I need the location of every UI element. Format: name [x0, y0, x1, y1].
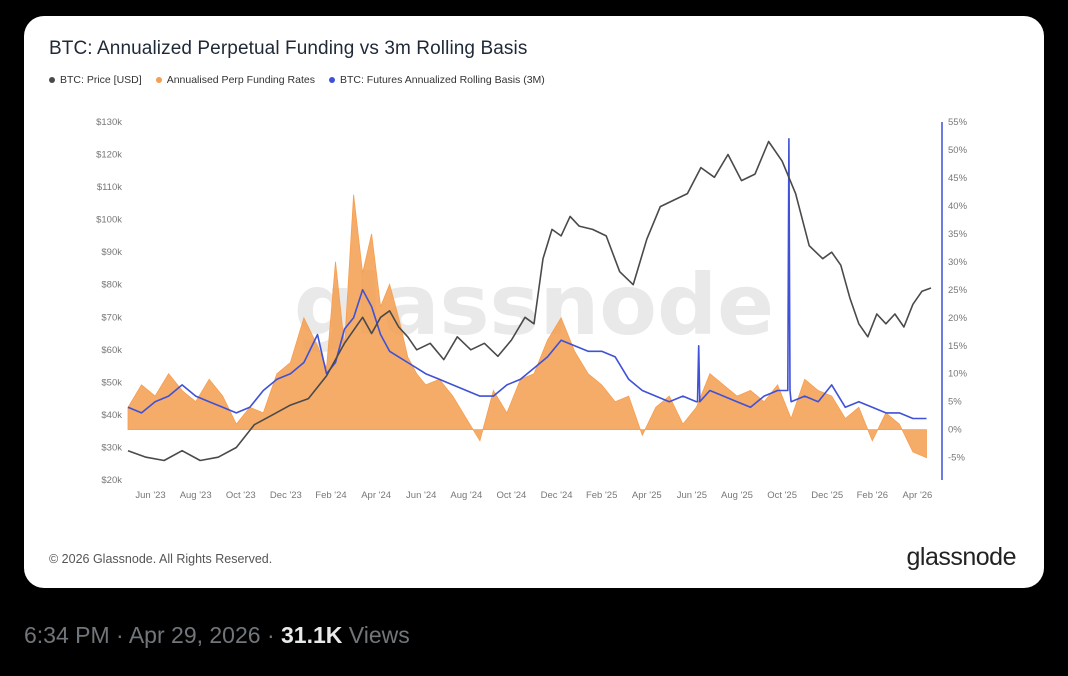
x-tick-label: Oct '24 — [497, 490, 527, 501]
x-tick-label: Jun '24 — [406, 490, 436, 501]
x-tick-label: Oct '23 — [226, 490, 256, 501]
y-right-tick-label: 20% — [948, 313, 968, 324]
y-left-tick-label: $120k — [96, 150, 122, 161]
copyright-notice: © 2026 Glassnode. All Rights Reserved. — [49, 552, 273, 566]
y-left-tick-label: $50k — [101, 377, 122, 388]
y-left-tick-label: $30k — [101, 442, 122, 453]
y-right-tick-label: 55% — [948, 117, 968, 128]
price-line — [127, 140, 932, 462]
legend-dot-basis — [328, 77, 335, 83]
y-right-tick-label: 40% — [948, 201, 968, 212]
brand-logo: glassnode — [906, 543, 1017, 571]
y-left-tick-label: $20k — [101, 475, 122, 486]
x-tick-label: Apr '26 — [903, 490, 933, 501]
chart-card: BTC: Annualized Perpetual Funding vs 3m … — [24, 16, 1044, 588]
y-left-tick-label: $60k — [101, 345, 122, 356]
y-right-tick-label: 50% — [948, 145, 968, 156]
views-count: 31.1K — [281, 622, 343, 648]
funding-rate-area — [127, 194, 927, 459]
x-tick-label: Apr '24 — [361, 490, 391, 501]
y-left-tick-label: $80k — [101, 280, 122, 291]
legend-label-basis: BTC: Futures Annualized Rolling Basis (3… — [339, 74, 545, 86]
y-left-tick-label: $100k — [96, 215, 122, 226]
x-tick-label: Feb '24 — [315, 490, 346, 501]
x-tick-label: Oct '25 — [767, 490, 797, 501]
basis-line — [127, 138, 927, 420]
y-right-tick-label: 45% — [948, 173, 968, 184]
legend-item-basis[interactable]: BTC: Futures Annualized Rolling Basis (3… — [328, 74, 545, 86]
y-right-tick-label: 5% — [948, 397, 962, 408]
x-tick-label: Feb '25 — [586, 490, 617, 501]
meta-separator: · — [116, 622, 124, 648]
x-tick-label: Jun '23 — [135, 490, 165, 501]
legend-item-funding[interactable]: Annualised Perp Funding Rates — [155, 74, 315, 86]
legend-label-price: BTC: Price [USD] — [60, 74, 142, 86]
post-meta: 6:34 PM · Apr 29, 2026 · 31.1K Views — [24, 622, 410, 649]
legend-dot-price — [49, 77, 55, 83]
y-right-tick-label: 15% — [948, 341, 968, 352]
legend-item-price[interactable]: BTC: Price [USD] — [49, 74, 142, 86]
x-tick-label: Aug '24 — [450, 490, 482, 501]
y-left-tick-label: $90k — [101, 247, 122, 258]
y-left-tick-label: $130k — [96, 117, 122, 128]
x-tick-label: Aug '23 — [180, 490, 212, 501]
y-left-tick-label: $70k — [101, 312, 122, 323]
x-tick-label: Aug '25 — [721, 490, 753, 501]
y-right-tick-label: 25% — [948, 285, 968, 296]
legend-label-funding: Annualised Perp Funding Rates — [166, 74, 315, 86]
chart-title: BTC: Annualized Perpetual Funding vs 3m … — [49, 38, 528, 59]
y-right-tick-label: 10% — [948, 369, 968, 380]
y-right-tick-label: 30% — [948, 257, 968, 268]
y-left-tick-label: $40k — [101, 410, 122, 421]
x-tick-label: Dec '24 — [541, 490, 573, 501]
meta-separator: · — [266, 622, 275, 648]
views-label: Views — [348, 622, 410, 648]
chart-legend: BTC: Price [USD] Annualised Perp Funding… — [49, 74, 545, 86]
legend-dot-funding — [155, 77, 162, 83]
x-tick-label: Jun '25 — [677, 490, 707, 501]
y-right-tick-label: 35% — [948, 229, 968, 240]
post-time: 6:34 PM — [24, 622, 110, 648]
x-tick-label: Dec '25 — [811, 490, 843, 501]
x-tick-label: Dec '23 — [270, 490, 302, 501]
post-date[interactable]: Apr 29, 2026 — [128, 622, 261, 648]
y-left-tick-label: $110k — [97, 182, 122, 193]
y-right-tick-label: 0% — [948, 425, 962, 436]
chart-plot: glassnode$20k$30k$40k$50k$60k$70k$80k$90… — [96, 117, 968, 501]
x-tick-label: Apr '25 — [632, 490, 662, 501]
x-tick-label: Feb '26 — [857, 490, 888, 501]
y-right-tick-label: -5% — [948, 453, 965, 464]
